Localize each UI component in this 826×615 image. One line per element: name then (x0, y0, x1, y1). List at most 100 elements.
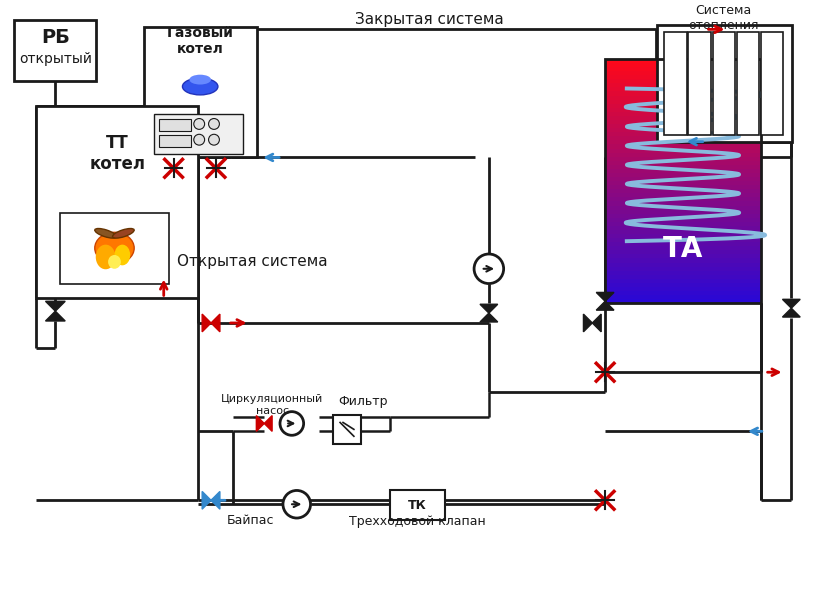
Bar (605, 63, 761, 68)
Circle shape (280, 411, 304, 435)
Polygon shape (256, 416, 264, 431)
Bar (605, 185, 761, 190)
Text: Закрытая система: Закрытая система (355, 12, 504, 27)
Text: Фильтр: Фильтр (338, 395, 387, 408)
Bar (605, 100, 761, 104)
Ellipse shape (183, 78, 218, 95)
Bar (605, 226, 761, 231)
Bar (605, 279, 761, 284)
Bar (605, 157, 761, 161)
Ellipse shape (108, 255, 121, 269)
Bar (605, 242, 761, 247)
Bar (605, 181, 761, 186)
Bar (605, 295, 761, 300)
Polygon shape (596, 292, 614, 301)
Polygon shape (202, 491, 211, 509)
Polygon shape (596, 301, 614, 310)
Bar (391, 490, 444, 520)
Ellipse shape (95, 229, 116, 238)
Bar (14, 20, 96, 81)
Bar (605, 132, 761, 137)
Bar (605, 213, 761, 218)
Bar (605, 161, 761, 165)
Circle shape (474, 254, 504, 284)
Bar (144, 28, 258, 157)
Bar (605, 87, 761, 92)
Bar (605, 258, 761, 263)
Bar (605, 246, 761, 251)
Bar (713, 33, 735, 135)
Bar (605, 291, 761, 296)
Text: Трехходовой клапан: Трехходовой клапан (349, 515, 486, 528)
Bar (657, 25, 792, 141)
Bar (605, 104, 761, 108)
Text: ТА: ТА (662, 235, 703, 263)
Circle shape (194, 134, 205, 145)
Bar (605, 59, 761, 63)
Bar (605, 205, 761, 210)
Bar (605, 222, 761, 226)
Bar (159, 135, 192, 146)
Text: Циркуляционный
насос: Циркуляционный насос (221, 394, 323, 416)
Bar (605, 189, 761, 194)
Bar (605, 299, 761, 304)
Bar (605, 92, 761, 96)
Bar (689, 33, 710, 135)
Circle shape (208, 134, 220, 145)
Bar (605, 210, 761, 214)
Bar (605, 165, 761, 169)
Bar (605, 95, 761, 100)
Bar (605, 79, 761, 84)
Bar (605, 202, 761, 206)
Circle shape (194, 119, 205, 129)
Polygon shape (211, 314, 220, 332)
Polygon shape (782, 300, 800, 308)
Ellipse shape (96, 245, 116, 269)
Text: Газовый
котел: Газовый котел (167, 26, 234, 57)
Bar (664, 33, 686, 135)
Text: открытый: открытый (19, 52, 92, 66)
Bar (605, 287, 761, 292)
Bar (605, 148, 761, 153)
Polygon shape (264, 416, 272, 431)
Ellipse shape (115, 245, 131, 265)
Text: РБ: РБ (41, 28, 69, 47)
Polygon shape (211, 491, 220, 509)
Bar (605, 153, 761, 157)
Bar (605, 173, 761, 178)
Ellipse shape (112, 229, 134, 238)
Bar (605, 238, 761, 243)
Bar (605, 197, 761, 202)
Bar (737, 33, 759, 135)
Polygon shape (45, 311, 65, 321)
Bar (605, 263, 761, 267)
Ellipse shape (95, 232, 134, 264)
Bar (605, 120, 761, 125)
Polygon shape (782, 308, 800, 317)
Bar (605, 137, 761, 141)
Bar (605, 108, 761, 113)
Bar (762, 33, 783, 135)
Bar (605, 71, 761, 76)
Bar (605, 145, 761, 149)
Bar (605, 140, 761, 145)
Bar (605, 271, 761, 276)
Bar (605, 116, 761, 121)
Bar (605, 218, 761, 222)
Polygon shape (45, 301, 65, 311)
Bar (605, 193, 761, 198)
Polygon shape (480, 304, 498, 313)
Bar (60, 213, 169, 284)
Bar (36, 106, 198, 298)
Bar (605, 128, 761, 133)
Bar (605, 255, 761, 259)
Polygon shape (202, 314, 211, 332)
Text: Открытая система: Открытая система (177, 255, 328, 269)
Bar (605, 177, 761, 181)
Bar (605, 283, 761, 287)
Polygon shape (592, 314, 601, 332)
Bar (605, 75, 761, 80)
Bar (154, 114, 243, 154)
Text: ТТ
котел: ТТ котел (89, 134, 145, 173)
Ellipse shape (189, 74, 211, 84)
